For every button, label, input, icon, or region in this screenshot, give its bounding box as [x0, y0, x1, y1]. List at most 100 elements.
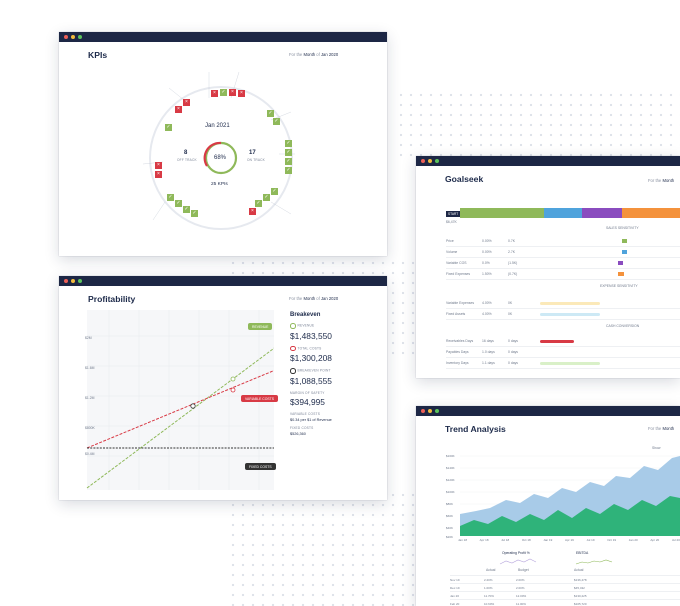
slider[interactable]	[540, 361, 600, 365]
revenue-value: $1,483,550	[290, 330, 332, 341]
maximize-dot[interactable]	[435, 159, 439, 163]
profitability-window: Profitability For the Month of Jan 2020 …	[59, 276, 387, 500]
kpi-marker[interactable]: ×	[155, 162, 162, 169]
sub-header: Actual	[486, 568, 496, 572]
slider[interactable]	[540, 339, 574, 343]
section-title: CASH CONVERSION	[606, 324, 640, 328]
minimize-dot[interactable]	[71, 35, 75, 39]
kpi-marker[interactable]: ×	[175, 106, 182, 113]
page-title: Goalseek	[445, 174, 484, 184]
slider[interactable]	[540, 312, 600, 316]
total-kpis: 25 KPIs	[211, 182, 228, 187]
kpi-marker[interactable]: ✓	[167, 194, 174, 201]
cash-rows: Receivables Days 16 days 0 days Payables…	[446, 336, 680, 369]
y-tick: $40K	[446, 526, 454, 530]
y-tick: $80K	[446, 502, 454, 506]
close-dot[interactable]	[421, 409, 425, 413]
kpi-marker[interactable]: ×	[155, 171, 162, 178]
x-axis: Jan 18 Apr 18 Jul 18 Oct 18 Jan 19 Apr 1…	[458, 538, 680, 542]
start-label: START	[446, 211, 461, 217]
margin-label: MARGIN OF SAFETY	[290, 390, 325, 395]
trend-chart	[460, 455, 680, 536]
close-dot[interactable]	[64, 279, 68, 283]
revenue-tag: REVENUE	[248, 323, 273, 330]
y-tick: $60K	[446, 514, 454, 518]
slider[interactable]	[618, 261, 623, 265]
goalseek-window: Goalseek For the Month START $6,47K SALE…	[416, 156, 680, 378]
variable-costs-value: $0.34 per $1 of Revenue	[290, 417, 332, 422]
kpi-marker[interactable]: ✓	[220, 89, 227, 96]
revenue-label: REVENUE	[290, 323, 382, 329]
slider[interactable]	[622, 239, 627, 243]
margin-value: $394,995	[290, 396, 325, 407]
kpi-marker[interactable]: ×	[183, 99, 190, 106]
kpi-marker[interactable]: ✓	[271, 188, 278, 195]
kpi-marker[interactable]: ✓	[267, 110, 274, 117]
table-row: Jan 20 11.70% 12.00% $130,225	[450, 591, 680, 599]
table-row: Feb 20 10.60% 11.00% $105,720	[450, 599, 680, 606]
sub-header: Budget	[518, 568, 529, 572]
on-track-count: 17	[249, 150, 256, 156]
page-title: KPIs	[88, 50, 108, 60]
kpi-marker[interactable]: ✓	[183, 206, 190, 213]
y-tick: $800K	[85, 426, 95, 430]
period-selector[interactable]: For the Month of Jan 2020	[289, 296, 339, 301]
table-row: Fixed Assets 4.00% 0K	[446, 309, 680, 320]
kpi-marker[interactable]: ✓	[285, 149, 292, 156]
y-tick: $140K	[446, 466, 455, 470]
maximize-dot[interactable]	[78, 35, 82, 39]
period-selector[interactable]: For the Month	[648, 426, 675, 431]
kpi-marker[interactable]: ✓	[273, 118, 280, 125]
y-tick: $20K	[446, 535, 454, 539]
kpi-marker[interactable]: ✓	[263, 194, 270, 201]
maximize-dot[interactable]	[435, 409, 439, 413]
minimize-dot[interactable]	[428, 159, 432, 163]
period-selector[interactable]: For the Month of Jan 2020	[289, 52, 339, 57]
kpi-marker[interactable]: ×	[229, 89, 236, 96]
close-dot[interactable]	[421, 159, 425, 163]
breakeven-title: Breakeven	[290, 312, 321, 318]
variable-costs-tag: VARIABLE COSTS	[241, 395, 278, 402]
kpi-marker[interactable]: ✓	[165, 124, 172, 131]
table-row: Volume 0.00% 2.7K	[446, 247, 680, 258]
kpi-marker[interactable]: ✓	[285, 167, 292, 174]
table-row: Payables Days 1.0 days 0 days	[446, 347, 680, 358]
dot-pattern-top	[396, 90, 680, 160]
kpi-marker[interactable]: ×	[249, 208, 256, 215]
slider[interactable]	[622, 250, 627, 254]
kpi-marker[interactable]: ✓	[191, 210, 198, 217]
table-row: Nov 19 2.20% 2.00% $136,478	[450, 575, 680, 583]
donut-percent: 68%	[214, 155, 227, 161]
kpi-marker[interactable]: ×	[238, 90, 245, 97]
minimize-dot[interactable]	[71, 279, 75, 283]
page-title: Profitability	[88, 294, 136, 304]
table-row: Dec 19 1.00% 2.00% $45,432	[450, 583, 680, 591]
minimize-dot[interactable]	[428, 409, 432, 413]
kpi-marker[interactable]: ✓	[175, 200, 182, 207]
off-track-label: OFF TRACK	[177, 158, 197, 162]
y-tick: $1.6M	[85, 366, 95, 370]
kpi-marker[interactable]: ✓	[255, 200, 262, 207]
close-dot[interactable]	[64, 35, 68, 39]
start-value: $6,47K	[446, 220, 457, 224]
kpi-marker[interactable]: ✓	[285, 140, 292, 147]
period-selector[interactable]: For the Month	[648, 178, 675, 183]
center-date: Jan 2021	[205, 123, 230, 129]
y-tick: $100K	[446, 490, 455, 494]
goal-bar	[460, 208, 680, 218]
trend-table: Nov 19 2.20% 2.00% $136,478 Dec 19 1.00%…	[450, 575, 680, 606]
slider[interactable]	[618, 272, 624, 276]
legend-label: Show	[652, 446, 661, 450]
total-costs-label: TOTAL COSTS	[290, 345, 382, 351]
sub-header: Actual	[574, 568, 584, 572]
kpi-marker[interactable]: ✓	[285, 158, 292, 165]
maximize-dot[interactable]	[78, 279, 82, 283]
column-header: Operating Profit %	[502, 551, 530, 555]
total-costs-value: $1,300,208	[290, 353, 332, 363]
off-track-count: 8	[184, 150, 188, 156]
kpi-marker[interactable]: ×	[211, 90, 218, 97]
table-row: Variable COS 0.0% (1.5K)	[446, 258, 680, 269]
expense-rows: Variable Expenses 4.00% 0K Fixed Assets …	[446, 298, 680, 320]
slider[interactable]	[540, 301, 600, 305]
section-title: SALES SENSITIVITY	[606, 226, 639, 230]
